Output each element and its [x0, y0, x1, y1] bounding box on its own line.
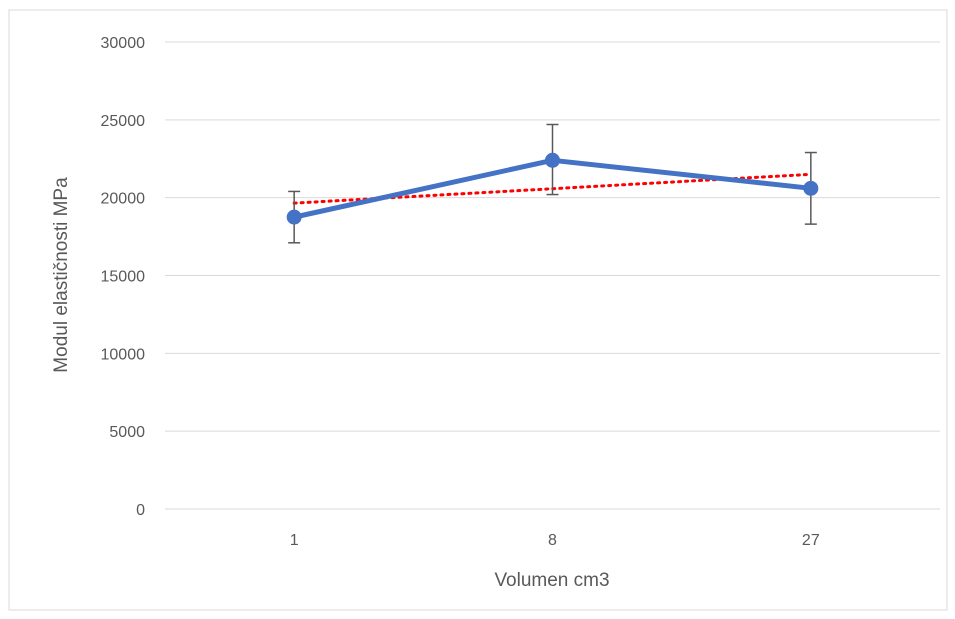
x-axis-title: Volumen cm3 [494, 570, 609, 591]
y-tick-label: 30000 [101, 35, 146, 52]
y-axis-title: Modul elastičnosti MPa [51, 177, 72, 373]
x-tick-label: 27 [802, 532, 820, 549]
y-tick-label: 15000 [101, 269, 146, 286]
data-point [546, 153, 560, 167]
data-point [804, 181, 818, 195]
x-tick-label: 8 [548, 532, 557, 549]
y-tick-label: 10000 [101, 346, 146, 363]
y-tick-label: 0 [136, 502, 145, 519]
data-point [287, 210, 301, 224]
x-tick-label: 1 [290, 532, 299, 549]
chart-border [9, 10, 947, 610]
y-tick-label: 5000 [109, 424, 145, 441]
y-tick-label: 20000 [101, 191, 146, 208]
y-tick-label: 25000 [101, 113, 146, 130]
